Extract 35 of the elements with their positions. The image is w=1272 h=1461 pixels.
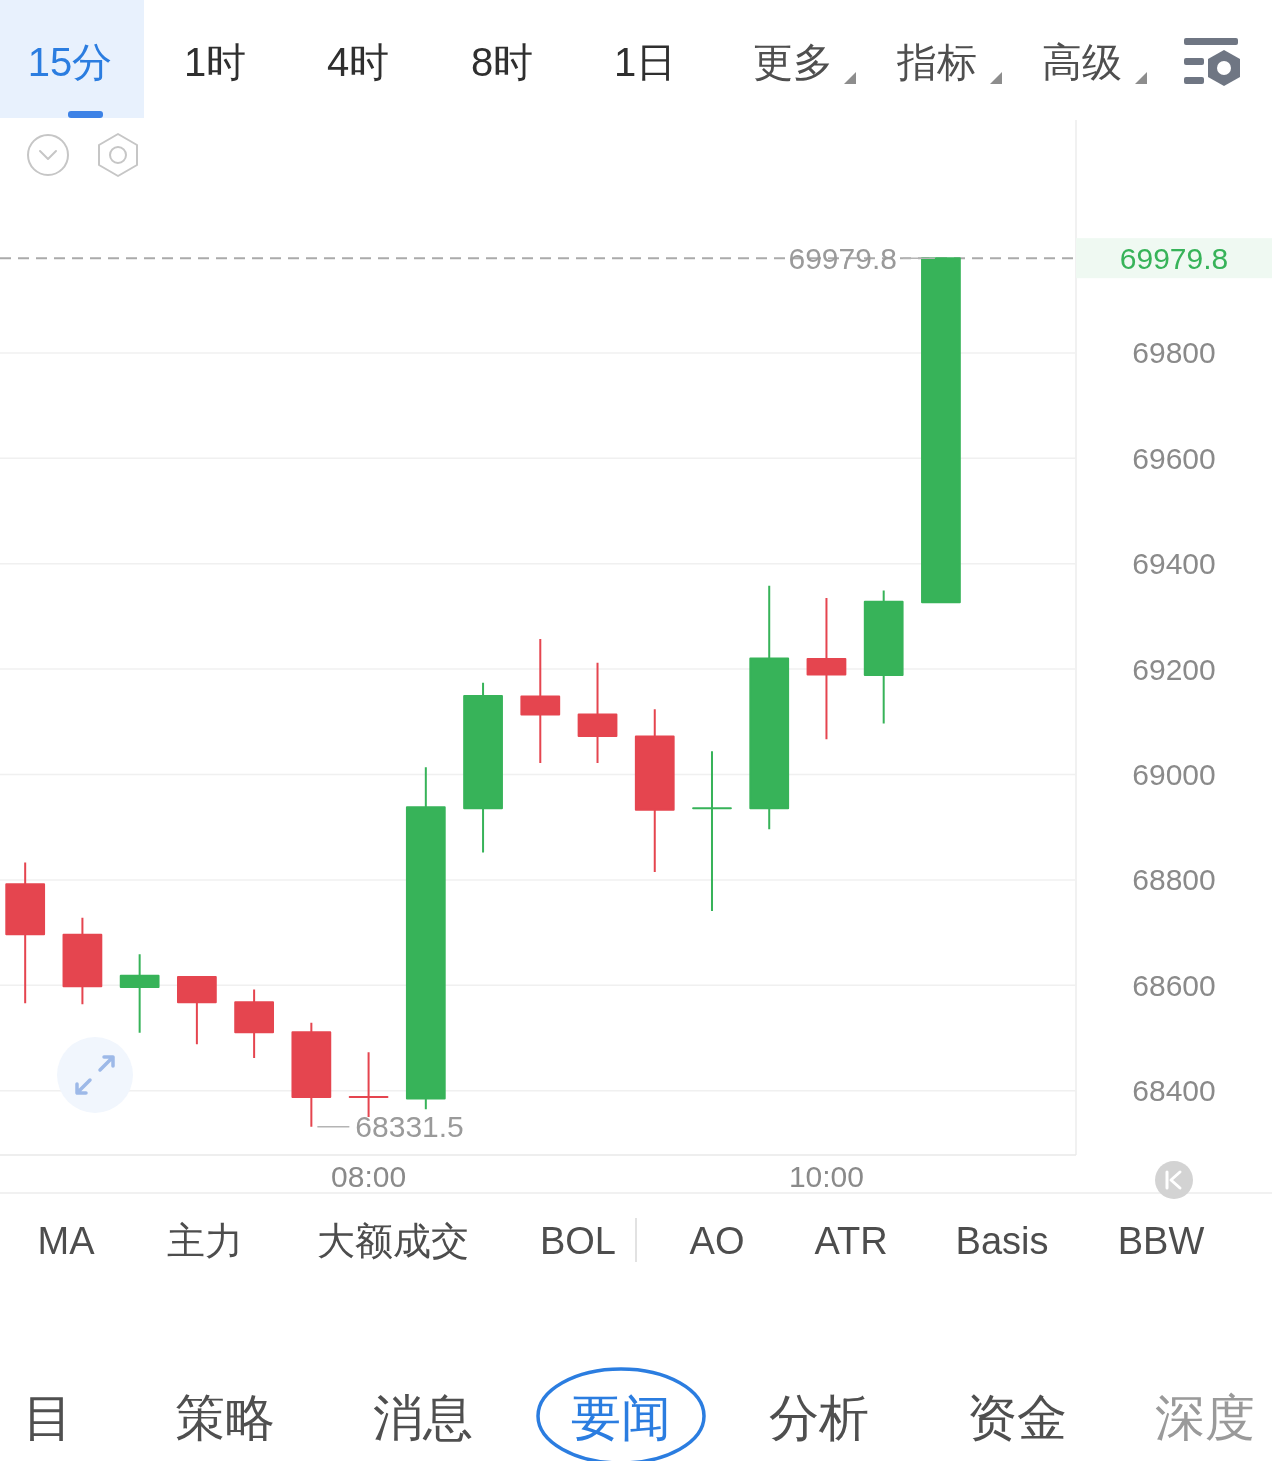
text: 指标 [896,40,977,84]
text: AO [689,1220,745,1262]
text: 1时 [183,40,247,84]
text: 消息 [373,1390,473,1446]
text: 策略 [175,1390,275,1446]
text: 15分 [27,40,113,84]
y-tick-label: 69800 [1132,336,1216,370]
y-tick-label: 69400 [1132,547,1216,581]
text: 资金 [967,1390,1067,1446]
text: 深度 [1155,1390,1255,1446]
y-tick-label: 69200 [1132,652,1216,686]
text: 主力 [167,1220,243,1262]
y-tick-label: 68600 [1132,968,1216,1002]
y-tick-label: 69000 [1132,758,1216,792]
text: 大额成交 [317,1220,469,1262]
x-tick-label: 10:00 [788,1159,864,1193]
y-tick-label: 69600 [1132,441,1216,475]
text: 分析 [769,1390,869,1446]
y-tick-label: 68800 [1132,863,1216,897]
x-tick-label: 08:00 [331,1159,407,1193]
ref-line-label: 69979.8 [1119,241,1229,275]
y-tick-label: 68400 [1132,1074,1216,1108]
text: 要闻 [571,1390,671,1446]
text: 更多 [753,40,833,84]
text: 4时 [326,40,390,84]
text: MA [37,1220,96,1262]
text: ATR [814,1220,888,1262]
text: 8时 [470,40,534,84]
text: BBW [1117,1220,1205,1262]
text: 1日 [613,40,677,84]
text: Basis [955,1220,1049,1262]
text: 目 [23,1390,73,1446]
text: BOL [539,1220,617,1262]
text: 高级 [1042,40,1122,84]
annotation: 68331.5 [355,1110,464,1144]
